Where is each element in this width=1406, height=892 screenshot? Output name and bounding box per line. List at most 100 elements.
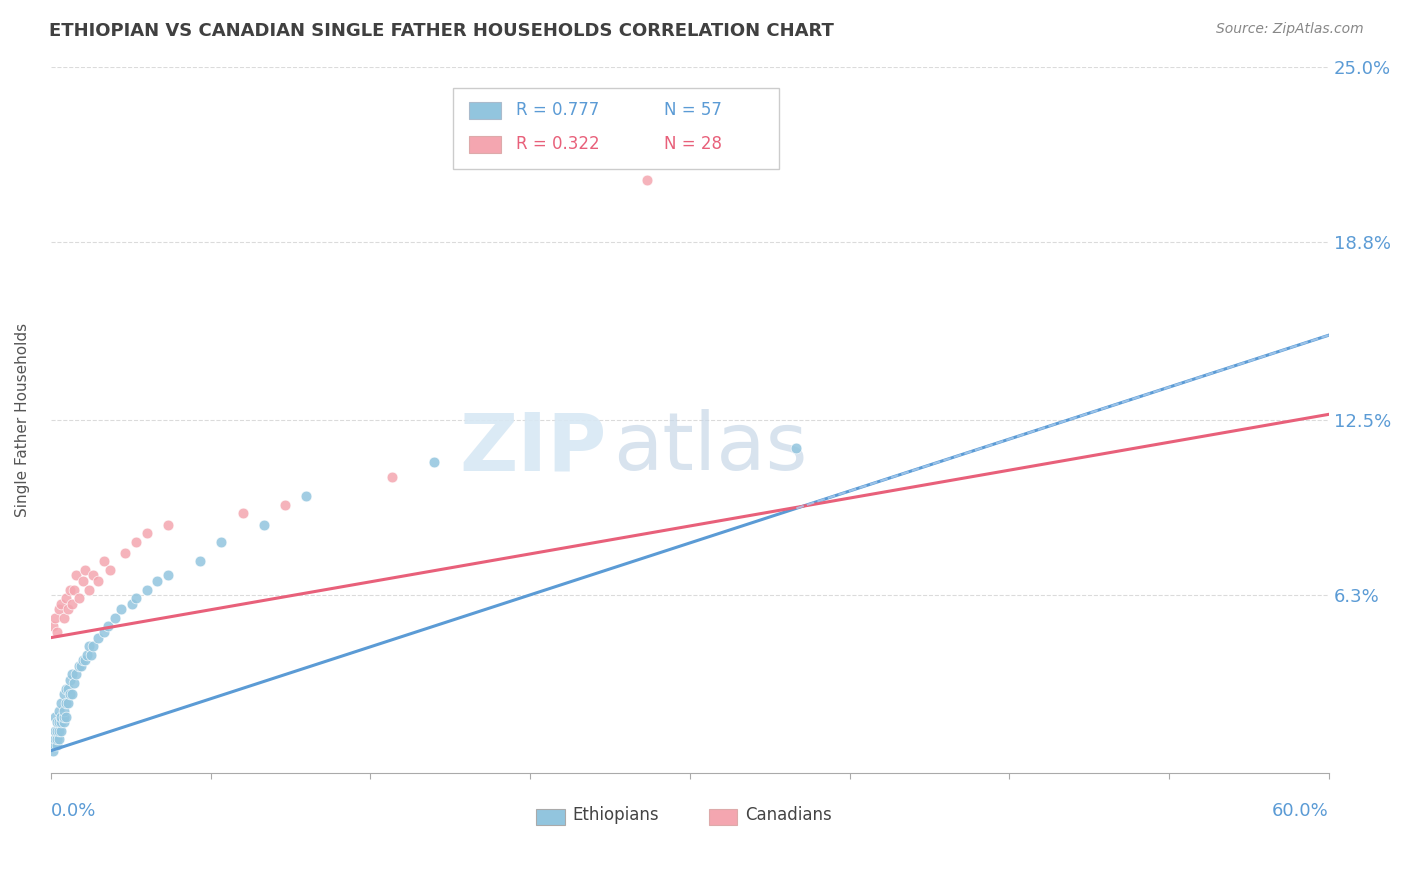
Point: [76, 648, 98, 662]
Point: [65, 667, 87, 681]
Point: [146, 574, 169, 588]
Point: [104, 611, 127, 625]
Point: [72, 574, 94, 588]
Bar: [709, 809, 737, 825]
Text: N = 57: N = 57: [664, 102, 723, 120]
Point: [55, 591, 77, 605]
Point: [80, 648, 103, 662]
Point: [100, 563, 122, 577]
Point: [46, 715, 69, 730]
Point: [381, 469, 404, 483]
Point: [42, 738, 65, 752]
Point: [93, 625, 115, 640]
Text: atlas: atlas: [613, 409, 807, 487]
Point: [56, 681, 79, 696]
Point: [42, 744, 65, 758]
Point: [125, 534, 148, 549]
Point: [67, 591, 90, 605]
Bar: [468, 136, 501, 153]
Point: [48, 723, 70, 738]
Point: [59, 582, 82, 597]
Point: [46, 738, 69, 752]
Point: [72, 653, 94, 667]
Point: [188, 554, 211, 568]
Text: R = 0.777: R = 0.777: [516, 102, 599, 120]
Point: [121, 597, 143, 611]
Point: [73, 563, 96, 577]
Point: [125, 591, 148, 605]
Point: [56, 602, 79, 616]
Point: [69, 659, 91, 673]
Point: [156, 517, 179, 532]
Point: [55, 696, 77, 710]
Point: [60, 667, 83, 681]
Point: [209, 534, 232, 549]
Point: [114, 546, 136, 560]
Point: [48, 602, 70, 616]
Point: [423, 455, 446, 469]
Point: [51, 696, 73, 710]
Text: N = 28: N = 28: [664, 136, 723, 153]
Point: [63, 582, 86, 597]
Point: [48, 732, 70, 747]
Point: [86, 574, 108, 588]
Text: ETHIOPIAN VS CANADIAN SINGLE FATHER HOUSEHOLDS CORRELATION CHART: ETHIOPIAN VS CANADIAN SINGLE FATHER HOUS…: [49, 22, 834, 40]
Point: [48, 704, 70, 718]
Point: [60, 687, 83, 701]
Point: [785, 442, 807, 456]
Point: [232, 506, 254, 520]
Point: [44, 723, 66, 738]
Text: Source: ZipAtlas.com: Source: ZipAtlas.com: [1216, 22, 1364, 37]
Point: [52, 687, 75, 701]
Point: [82, 639, 104, 653]
Point: [51, 723, 73, 738]
Point: [46, 732, 69, 747]
Point: [55, 710, 77, 724]
Point: [55, 681, 77, 696]
Text: R = 0.322: R = 0.322: [516, 136, 600, 153]
Point: [46, 723, 69, 738]
Point: [93, 554, 115, 568]
Text: 60.0%: 60.0%: [1272, 802, 1329, 820]
Point: [56, 696, 79, 710]
Text: Canadians: Canadians: [745, 806, 831, 824]
Point: [51, 715, 73, 730]
Point: [110, 602, 132, 616]
Y-axis label: Single Father Households: Single Father Households: [15, 323, 30, 517]
Point: [51, 597, 73, 611]
Text: 0.0%: 0.0%: [51, 802, 96, 820]
Point: [44, 611, 66, 625]
Point: [135, 526, 157, 541]
Point: [63, 676, 86, 690]
Point: [42, 619, 65, 633]
Point: [52, 704, 75, 718]
Point: [636, 172, 658, 186]
Point: [274, 498, 297, 512]
Point: [52, 715, 75, 730]
Point: [44, 710, 66, 724]
Point: [48, 715, 70, 730]
Bar: [468, 102, 501, 120]
Point: [253, 517, 276, 532]
Point: [97, 619, 120, 633]
Point: [44, 738, 66, 752]
Point: [77, 582, 100, 597]
Point: [295, 489, 318, 503]
Point: [44, 732, 66, 747]
Point: [82, 568, 104, 582]
Text: ZIP: ZIP: [460, 409, 607, 487]
Point: [86, 631, 108, 645]
Point: [77, 639, 100, 653]
Point: [67, 659, 90, 673]
Point: [51, 710, 73, 724]
Point: [60, 597, 83, 611]
Text: Ethiopians: Ethiopians: [572, 806, 659, 824]
FancyBboxPatch shape: [453, 87, 779, 169]
Point: [156, 568, 179, 582]
Point: [59, 673, 82, 687]
Point: [135, 582, 157, 597]
Point: [46, 625, 69, 640]
Point: [52, 611, 75, 625]
Point: [52, 710, 75, 724]
Point: [59, 687, 82, 701]
